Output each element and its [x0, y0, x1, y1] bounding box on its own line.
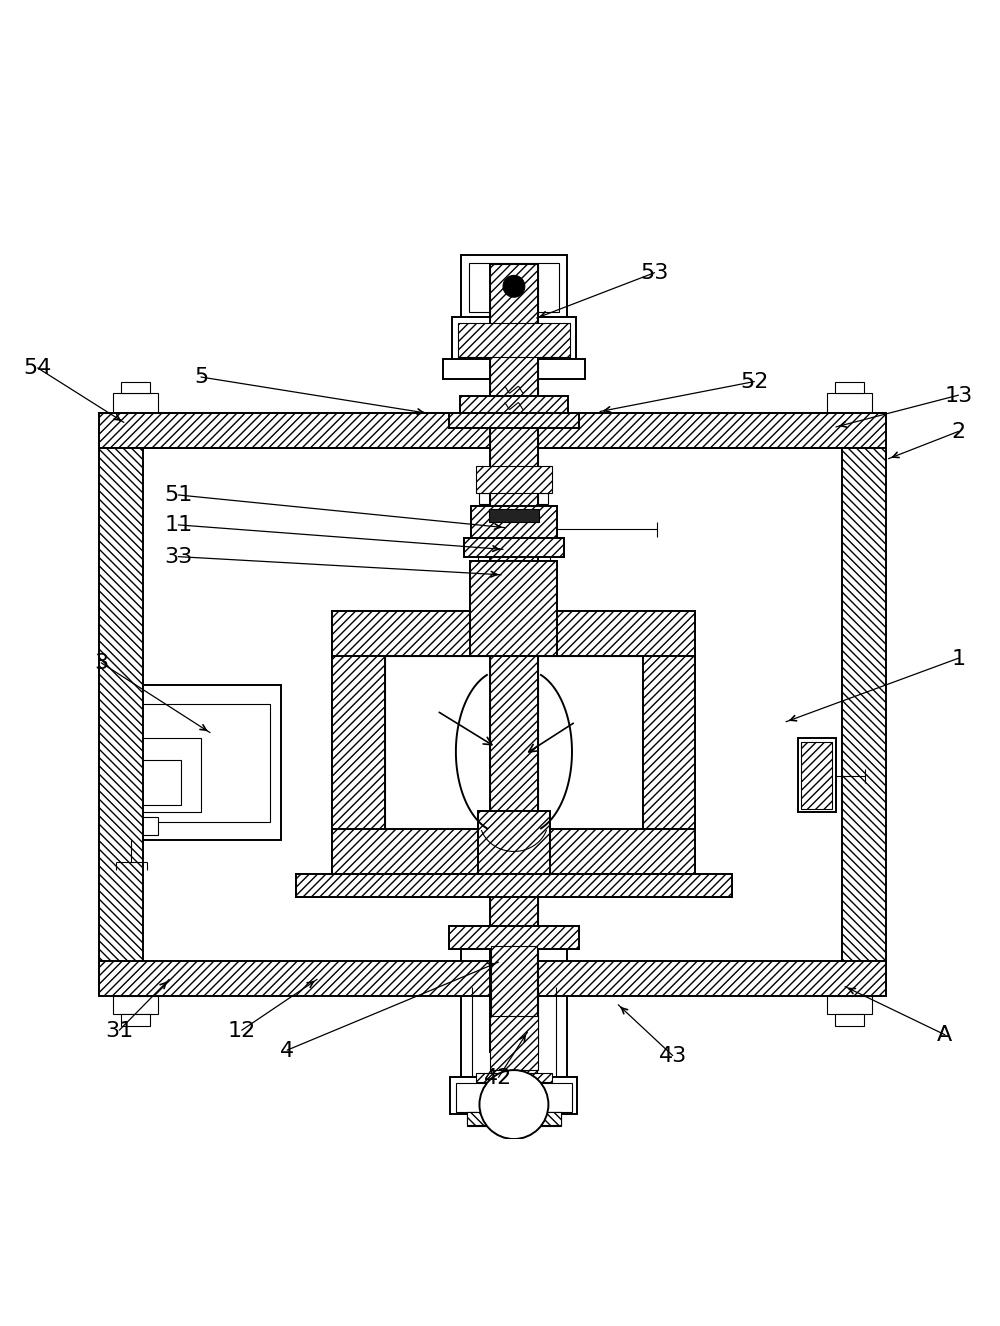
Bar — [99, 448, 143, 985]
Bar — [471, 507, 557, 541]
Bar — [448, 926, 579, 948]
Text: 1: 1 — [951, 648, 965, 668]
Bar — [835, 382, 864, 394]
Bar — [456, 1083, 572, 1113]
Bar — [466, 1113, 561, 1124]
Text: 5: 5 — [194, 367, 208, 387]
Bar — [121, 1014, 150, 1026]
Text: 4: 4 — [280, 1040, 294, 1061]
Bar — [113, 394, 158, 414]
Bar — [99, 414, 885, 448]
Bar — [464, 538, 563, 557]
Bar — [332, 611, 695, 874]
Text: 13: 13 — [944, 386, 972, 406]
Circle shape — [503, 276, 524, 297]
Bar — [479, 493, 548, 504]
Bar — [842, 448, 885, 985]
Bar — [461, 256, 566, 317]
Bar — [296, 874, 731, 896]
Bar — [826, 996, 872, 1014]
Bar — [835, 1014, 864, 1026]
Bar — [466, 1113, 561, 1126]
Bar — [468, 263, 559, 312]
Text: 3: 3 — [94, 652, 108, 674]
Bar — [443, 359, 584, 379]
Bar — [121, 382, 150, 394]
Text: 42: 42 — [484, 1067, 512, 1087]
Bar — [797, 739, 835, 813]
Bar — [113, 996, 158, 1014]
Bar — [470, 561, 557, 656]
Circle shape — [479, 1070, 548, 1139]
Text: A: A — [937, 1025, 952, 1045]
Bar — [119, 704, 270, 822]
Bar — [99, 961, 885, 996]
Bar — [459, 396, 568, 418]
Bar — [131, 817, 158, 835]
Bar — [296, 874, 731, 896]
Text: 52: 52 — [740, 371, 768, 392]
Bar — [471, 507, 557, 541]
Bar — [136, 760, 181, 805]
Bar — [332, 829, 695, 874]
Bar — [488, 509, 539, 522]
Text: 53: 53 — [640, 263, 668, 282]
Bar — [128, 739, 201, 813]
Bar — [476, 467, 552, 493]
Text: 11: 11 — [164, 516, 192, 536]
Bar — [332, 611, 385, 874]
Bar — [448, 414, 579, 428]
Bar — [476, 1073, 552, 1082]
Text: 33: 33 — [164, 546, 192, 568]
Bar — [477, 810, 550, 874]
Text: 31: 31 — [105, 1020, 133, 1041]
Bar — [490, 264, 537, 1053]
Bar — [491, 945, 536, 1078]
Bar — [332, 611, 695, 656]
Text: 12: 12 — [228, 1020, 256, 1041]
Bar — [461, 948, 566, 1078]
Bar — [477, 810, 550, 874]
Bar — [477, 556, 550, 570]
Bar — [470, 561, 557, 656]
Bar — [826, 394, 872, 414]
Bar — [448, 926, 579, 948]
Bar — [490, 1016, 537, 1070]
Bar — [450, 1078, 577, 1114]
Bar — [457, 324, 570, 358]
Bar — [642, 611, 695, 874]
Text: 2: 2 — [951, 422, 965, 442]
Bar — [385, 656, 642, 829]
Bar — [801, 741, 832, 809]
Bar — [452, 317, 575, 361]
Text: 43: 43 — [658, 1046, 686, 1066]
Text: 54: 54 — [23, 358, 52, 378]
Bar — [108, 686, 281, 839]
Text: 51: 51 — [164, 485, 192, 505]
Bar — [464, 538, 563, 557]
Bar — [470, 326, 557, 354]
